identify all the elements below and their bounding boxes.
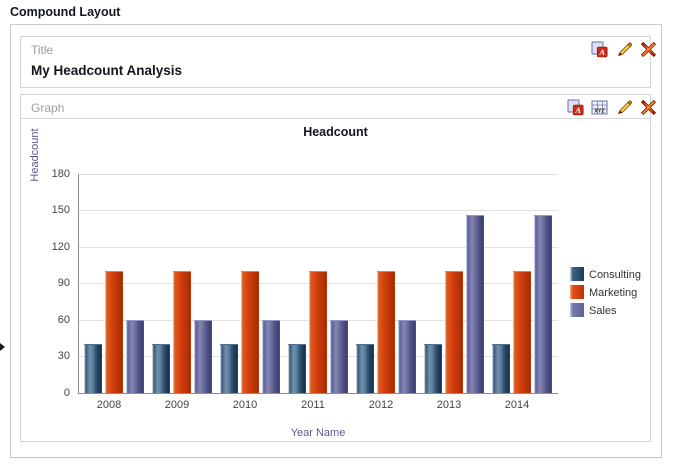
svg-text:A: A	[599, 48, 606, 57]
